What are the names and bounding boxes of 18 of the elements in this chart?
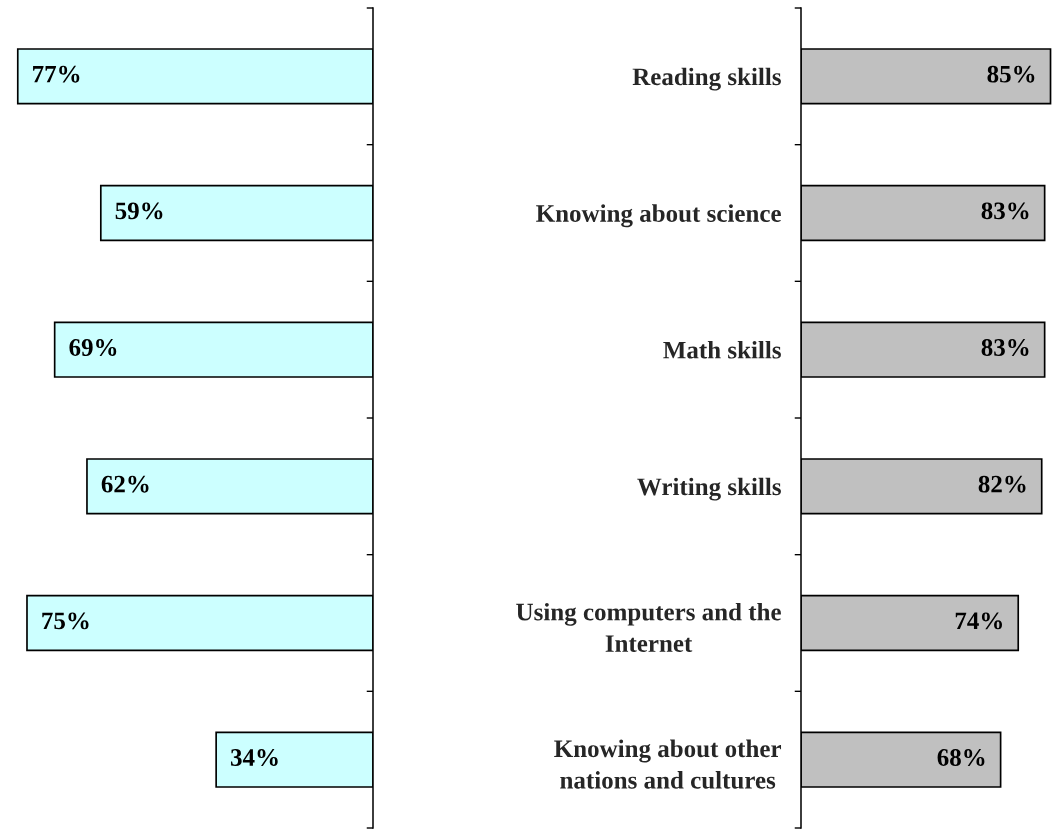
data-label: 74% — [955, 612, 1002, 630]
data-label: 77% — [33, 65, 80, 83]
data-label: 62% — [101, 475, 149, 493]
y-tick-label: Using computers and the Internet — [516, 602, 781, 653]
data-label: 85% — [987, 65, 1035, 83]
y-tick-label: Knowing about other nations and cultures — [554, 739, 782, 789]
data-label: 34% — [230, 749, 278, 767]
data-label: 68% — [937, 749, 985, 767]
data-label: 69% — [69, 339, 117, 357]
y-tick-label: Reading skills — [632, 67, 781, 91]
y-tick-label: Knowing about science — [536, 204, 781, 228]
data-label: 75% — [42, 612, 89, 630]
y-tick-label: Math skills — [663, 340, 781, 359]
data-label: 59% — [115, 202, 163, 220]
data-label: 83% — [981, 339, 1029, 357]
y-tick-label: Writing skills — [637, 477, 781, 501]
data-label: 83% — [981, 202, 1029, 220]
data-label: 82% — [978, 475, 1026, 493]
